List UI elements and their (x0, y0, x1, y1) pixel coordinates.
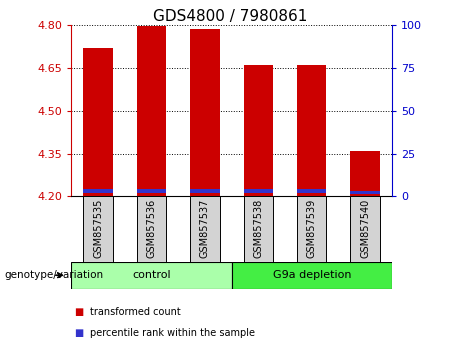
Bar (137, 196, 166, 262)
Text: transformed count: transformed count (90, 307, 181, 316)
Bar (297, 189, 326, 193)
Bar (190, 29, 219, 196)
Text: GSM857538: GSM857538 (254, 199, 263, 258)
Text: GSM857535: GSM857535 (93, 199, 103, 258)
Bar (83, 196, 113, 262)
Bar (244, 189, 273, 193)
Text: GSM857536: GSM857536 (147, 199, 157, 258)
Bar (297, 196, 326, 262)
Bar (137, 26, 166, 196)
Text: GSM857540: GSM857540 (360, 199, 370, 258)
Bar (83, 48, 113, 196)
Bar (244, 65, 273, 196)
Bar (190, 189, 219, 193)
Text: ■: ■ (74, 307, 83, 316)
Text: GSM857537: GSM857537 (200, 199, 210, 258)
Text: G9a depletion: G9a depletion (272, 270, 351, 280)
Bar (83, 189, 113, 193)
Bar (297, 65, 326, 196)
Bar (350, 196, 380, 262)
Bar (137, 189, 166, 193)
Text: GDS4800 / 7980861: GDS4800 / 7980861 (154, 9, 307, 24)
Bar (350, 151, 380, 196)
Text: GSM857539: GSM857539 (307, 199, 317, 258)
Bar (71, 262, 231, 289)
Bar (231, 262, 392, 289)
Bar (244, 196, 273, 262)
Text: ■: ■ (74, 328, 83, 338)
Bar (190, 196, 219, 262)
Text: percentile rank within the sample: percentile rank within the sample (90, 328, 255, 338)
Bar (350, 191, 380, 194)
Text: control: control (132, 270, 171, 280)
Text: genotype/variation: genotype/variation (5, 270, 104, 280)
